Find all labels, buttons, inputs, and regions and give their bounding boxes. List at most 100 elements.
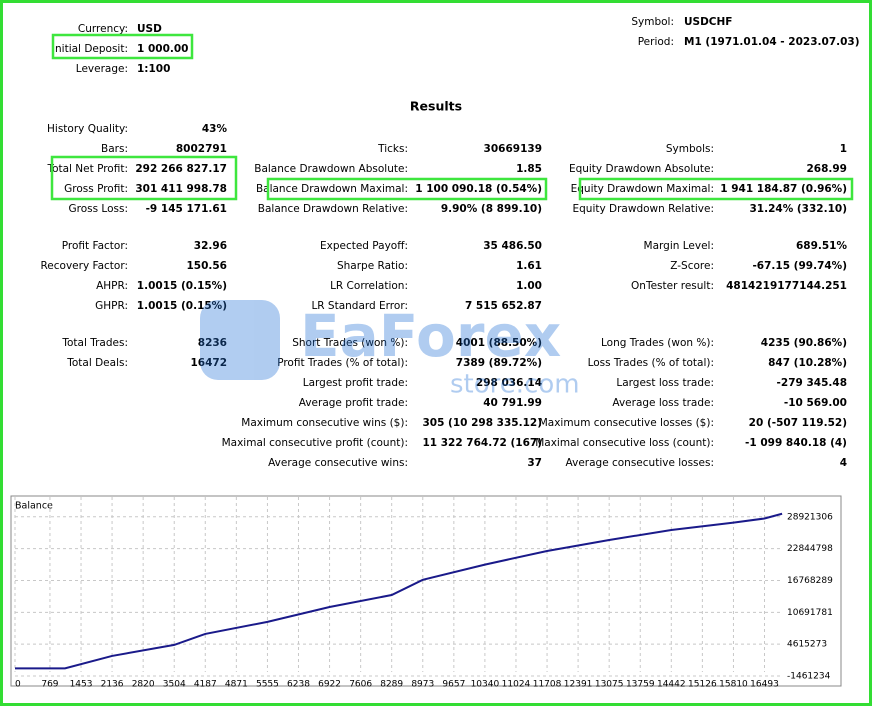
highlight-box — [51, 33, 194, 60]
x-tick-label: 5555 — [256, 680, 279, 690]
stat-label: Symbols: — [666, 143, 714, 155]
stat-label: Average consecutive wins: — [268, 457, 408, 469]
results-title: Results — [410, 99, 462, 114]
stat-label: Gross Profit: — [64, 183, 128, 195]
y-tick-label: 4615273 — [787, 640, 827, 650]
stat-label: Largest loss trade: — [616, 377, 714, 389]
x-tick-label: 4871 — [225, 680, 248, 690]
stat-label: Maximal consecutive profit (count): — [222, 437, 408, 449]
stat-value: 40 791.99 — [483, 397, 542, 409]
field-label: Period: — [638, 36, 674, 48]
stat-label: Ticks: — [377, 143, 408, 155]
stat-value: 4 — [840, 457, 847, 469]
x-tick-label: 12391 — [564, 680, 593, 690]
balance-line — [15, 512, 783, 670]
stat-value: 301 411 998.78 — [135, 183, 227, 195]
y-tick-label: -1461234 — [787, 672, 831, 682]
stat-value: -279 345.48 — [777, 377, 847, 389]
stat-value: 4235 (90.86%) — [761, 337, 847, 349]
stat-value: 35 486.50 — [483, 240, 542, 252]
stat-value: -9 145 171.61 — [146, 203, 227, 215]
x-tick-label: 15810 — [719, 680, 748, 690]
stat-value: -10 569.00 — [784, 397, 847, 409]
stat-label: Total Net Profit: — [46, 163, 128, 175]
chart-title: Balance — [15, 501, 53, 512]
x-tick-label: 16493 — [750, 680, 779, 690]
x-tick-label: 13075 — [595, 680, 624, 690]
stat-label: Maximal consecutive loss (count): — [535, 437, 714, 449]
stat-value: 1.00 — [516, 280, 542, 292]
stat-label: AHPR: — [96, 280, 128, 292]
stat-label: Bars: — [101, 143, 128, 155]
field-label: Leverage: — [76, 63, 128, 75]
field-value: USD — [137, 23, 162, 35]
highlight-box — [578, 177, 854, 201]
y-tick-label: 22844798 — [787, 544, 833, 554]
field-label: Currency: — [78, 23, 128, 35]
stat-label: Gross Loss: — [69, 203, 129, 215]
stat-label: Largest profit trade: — [303, 377, 408, 389]
x-tick-label: 10340 — [471, 680, 500, 690]
stat-label: Average loss trade: — [612, 397, 714, 409]
stat-value: 16472 — [190, 357, 227, 369]
stat-value: -1 099 840.18 (4) — [745, 437, 847, 449]
x-tick-label: 6238 — [287, 680, 310, 690]
stat-label: Long Trades (won %): — [601, 337, 714, 349]
stat-value: 689.51% — [796, 240, 848, 252]
x-tick-label: 2820 — [132, 680, 155, 690]
stat-value: 305 (10 298 335.12) — [422, 417, 542, 429]
stat-label: Sharpe Ratio: — [337, 260, 408, 272]
stat-label: Margin Level: — [644, 240, 714, 252]
stat-label: Maximum consecutive losses ($): — [539, 417, 714, 429]
stat-label: Z-Score: — [670, 260, 714, 272]
field-value: M1 (1971.01.04 - 2023.07.03) — [684, 36, 860, 48]
stat-label: Profit Trades (% of total): — [277, 357, 408, 369]
watermark-text: store.com — [450, 370, 580, 400]
x-tick-label: 1453 — [70, 680, 93, 690]
stat-label: GHPR: — [95, 300, 128, 312]
stat-value: 298 036.14 — [476, 377, 542, 389]
stat-value: 4814219177144.251 — [726, 280, 847, 292]
y-tick-label: 16768289 — [787, 576, 833, 586]
stat-value: -67.15 (99.74%) — [752, 260, 847, 272]
x-tick-label: 4187 — [194, 680, 217, 690]
stat-value: 31.24% (332.10) — [749, 203, 847, 215]
stat-label: History Quality: — [47, 123, 128, 135]
stat-value: 4001 (88.50%) — [456, 337, 542, 349]
x-tick-label: 3504 — [163, 680, 186, 690]
stat-label: Average profit trade: — [299, 397, 408, 409]
highlight-box — [266, 177, 548, 201]
x-tick-label: 14442 — [657, 680, 686, 690]
stat-value: 847 (10.28%) — [768, 357, 847, 369]
stat-value: 37 — [527, 457, 542, 469]
stat-label: LR Correlation: — [330, 280, 408, 292]
stat-label: Balance Drawdown Absolute: — [254, 163, 408, 175]
watermark-logo — [200, 300, 280, 380]
stat-label: Recovery Factor: — [40, 260, 128, 272]
x-tick-label: 13759 — [626, 680, 655, 690]
stat-label: Expected Payoff: — [320, 240, 408, 252]
x-tick-label: 769 — [41, 680, 58, 690]
stat-label: Profit Factor: — [62, 240, 128, 252]
stat-label: Short Trades (won %): — [292, 337, 408, 349]
stat-value: 8002791 — [176, 143, 227, 155]
x-tick-label: 2136 — [101, 680, 124, 690]
stat-value: 1.85 — [516, 163, 542, 175]
stat-value: 43% — [202, 123, 228, 135]
stat-value: 1.61 — [516, 260, 542, 272]
watermark-text: EaForex — [300, 302, 561, 370]
y-tick-label: 10691781 — [787, 608, 833, 618]
stat-value: 1 — [840, 143, 847, 155]
field-value: USDCHF — [684, 16, 732, 28]
stat-label: Total Deals: — [66, 357, 128, 369]
stat-value: 1.0015 (0.15%) — [137, 280, 227, 292]
x-tick-label: 8289 — [380, 680, 403, 690]
stat-value: 20 (-507 119.52) — [749, 417, 847, 429]
stat-value: 9.90% (8 899.10) — [441, 203, 542, 215]
x-tick-label: 8973 — [411, 680, 434, 690]
stat-value: 30669139 — [484, 143, 542, 155]
stat-label: Balance Drawdown Maximal: — [256, 183, 408, 195]
x-tick-label: 0 — [15, 680, 21, 690]
